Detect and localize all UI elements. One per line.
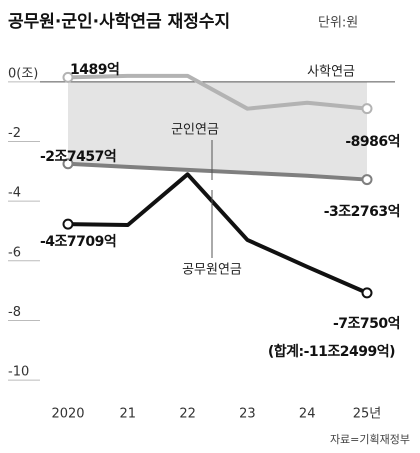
- point-marker: [361, 287, 373, 299]
- series-name: 사학연금: [307, 65, 355, 80]
- point-marker: [62, 218, 74, 230]
- point-marker: [361, 174, 373, 186]
- value-label: -4조7709억: [40, 234, 116, 250]
- y-tick-label: -4: [8, 186, 21, 201]
- series-name: 군인연금: [171, 123, 219, 138]
- y-tick-label: -2: [8, 126, 21, 141]
- source: 자료=기획재정부: [330, 433, 410, 446]
- series-name: 공무원연금: [182, 263, 242, 278]
- value-label: 1489억: [70, 62, 119, 78]
- annotation: (합계:-11조2499억): [268, 343, 395, 360]
- y-tick-label: 0(조): [8, 66, 38, 81]
- x-tick-label: 24: [299, 407, 316, 422]
- x-tick-label: 2020: [51, 407, 84, 422]
- y-tick-label: -10: [8, 365, 29, 380]
- x-tick-label: 22: [179, 407, 196, 422]
- x-tick-label: 21: [120, 407, 137, 422]
- y-tick-label: -6: [8, 245, 21, 260]
- x-tick-label: 23: [239, 407, 256, 422]
- series-line: [67, 161, 368, 182]
- point-marker: [361, 103, 373, 115]
- series-line: [67, 172, 368, 295]
- y-tick-label: -8: [8, 305, 21, 320]
- point-marker: [62, 158, 74, 170]
- chart-subtitle: 단위:원: [318, 16, 358, 31]
- series-line: [67, 73, 368, 111]
- value-label: -7조750억: [333, 316, 400, 332]
- chart-title: 공무원·군인·사학연금 재정수지: [8, 12, 230, 32]
- x-tick-label: 25년: [353, 407, 382, 422]
- value-label: -3조2763억: [324, 204, 400, 220]
- shade: [68, 81, 367, 180]
- point-marker: [62, 71, 74, 83]
- value-label: -2조7457억: [40, 149, 116, 165]
- value-label: -8986억: [345, 134, 400, 150]
